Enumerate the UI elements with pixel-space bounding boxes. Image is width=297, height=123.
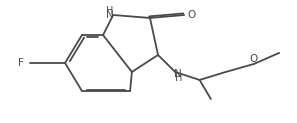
Text: N: N xyxy=(174,69,182,79)
Text: H: H xyxy=(175,73,182,83)
Text: O: O xyxy=(187,10,196,20)
Text: O: O xyxy=(250,54,258,64)
Text: N: N xyxy=(106,10,114,20)
Text: F: F xyxy=(18,58,24,68)
Text: H: H xyxy=(107,6,114,16)
